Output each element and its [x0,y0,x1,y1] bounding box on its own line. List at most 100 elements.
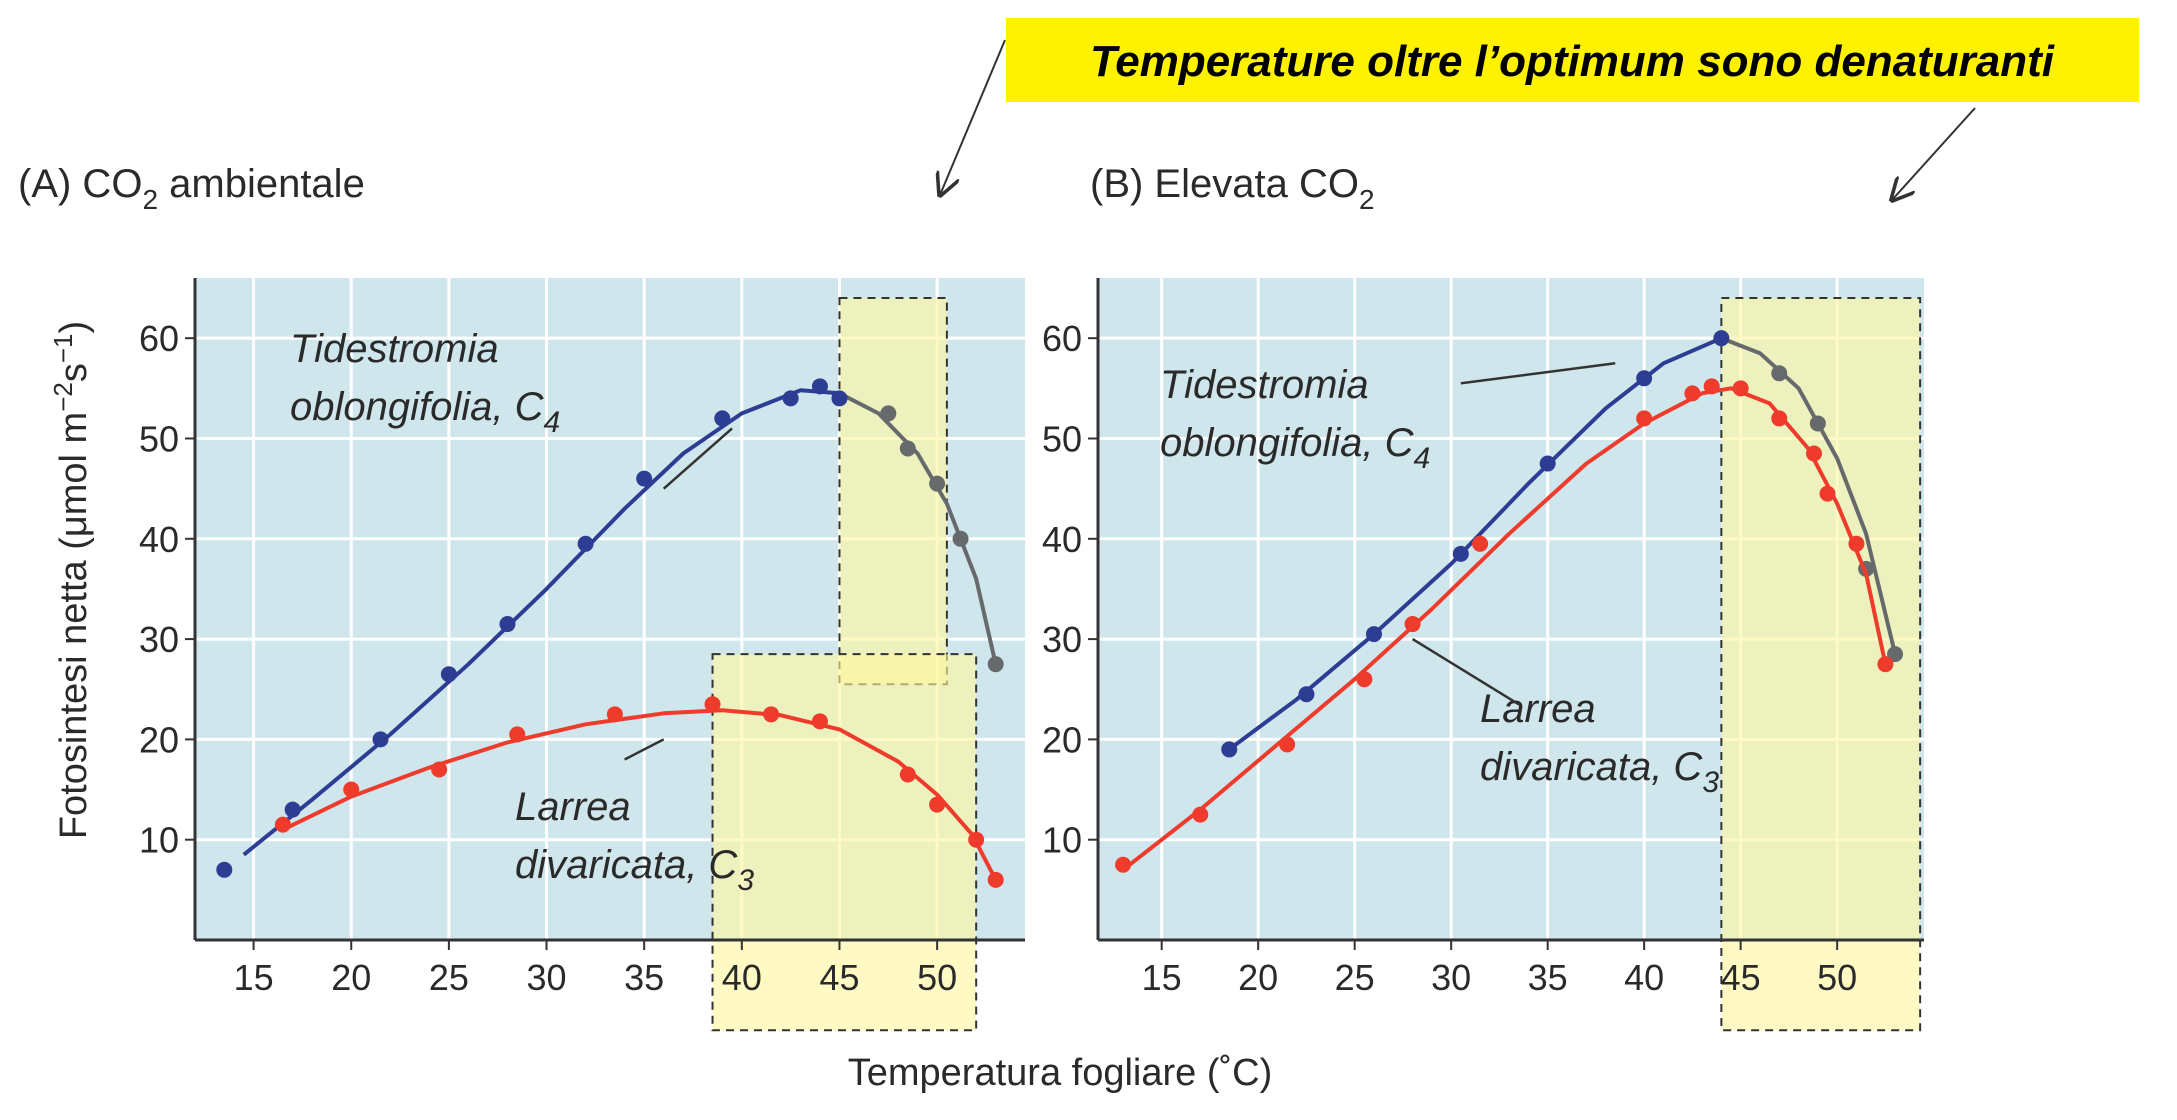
data-point [1684,385,1701,402]
data-point [811,713,828,730]
data-point [1356,671,1373,688]
data-point [440,666,457,683]
series-label-line1: Larrea [1480,687,1596,731]
data-point [284,801,301,818]
data-point [1809,415,1826,432]
data-point [1404,616,1421,633]
banner-background [1006,18,2139,102]
data-point [1221,741,1238,758]
x-tick-label: 40 [1624,957,1664,998]
highlight-region [838,297,948,686]
x-tick-label: 25 [429,957,469,998]
x-tick-label: 15 [234,957,274,998]
data-point [899,440,916,457]
series-label-line2: oblongifolia, C4 [290,385,560,439]
data-point [782,390,799,407]
data-point [499,616,516,633]
y-tick-label: 60 [1042,318,1082,359]
series-label-line2: divaricata, C3 [1480,745,1719,799]
y-tick-label: 60 [139,318,179,359]
data-point [1848,535,1865,552]
x-tick-label: 20 [331,957,371,998]
annotation-leader [624,738,665,761]
data-point [811,378,828,395]
x-tick-label: 40 [722,957,762,998]
data-point [1365,626,1382,643]
data-point [1298,686,1315,703]
y-tick-label: 30 [139,619,179,660]
data-point [1877,656,1894,673]
x-tick-label: 45 [1721,957,1761,998]
data-point [1636,370,1653,387]
data-point [431,761,448,778]
data-point [1192,806,1209,823]
x-tick-label: 35 [624,957,664,998]
x-tick-label: 15 [1142,957,1182,998]
y-tick-label: 20 [139,719,179,760]
data-point [1771,410,1788,427]
banner-text: Temperature oltre l’optimum sono denatur… [1090,37,2055,86]
data-point [929,796,946,813]
data-point [987,871,1004,888]
data-point [343,781,360,798]
data-point [509,726,526,743]
data-point [1887,646,1904,663]
x-tick-label: 30 [1431,957,1471,998]
x-tick-label: 35 [1528,957,1568,998]
y-axis-label: Fotosintesi netta (μmol m−2s−1) [48,321,95,839]
x-tick-label: 50 [917,957,957,998]
series-label-line2: oblongifolia, C4 [1160,421,1430,475]
data-point [704,696,721,713]
data-point [1636,410,1653,427]
data-point [1732,380,1749,397]
y-tick-label: 30 [1042,619,1082,660]
x-tick-label: 30 [527,957,567,998]
y-tick-label: 40 [139,519,179,560]
data-point [952,530,969,547]
highlight-region [711,653,978,1032]
data-point [636,470,653,487]
x-tick-label: 45 [819,957,859,998]
panel-a: 15 20 25 30 35 40 45 50 10 20 30 40 50 60 Tidestromia o… [139,278,1025,1032]
data-point [1539,455,1556,472]
data-point [274,816,291,833]
x-axis-label: Temperatura fogliare (˚C) [848,1052,1272,1094]
series-label-line2: divaricata, C3 [515,843,754,897]
data-point [1819,485,1836,502]
data-point [1713,330,1730,347]
panel-b-title: (B) Elevata CO2 [1090,162,1375,215]
y-tick-label: 20 [1042,719,1082,760]
data-point [929,475,946,492]
banner-arrow-a [940,39,1006,195]
series-label-line1: Tidestromia [290,327,499,371]
data-point [1703,378,1720,395]
y-tick-label: 50 [1042,418,1082,459]
y-tick-label: 10 [139,820,179,861]
data-point [216,861,233,878]
annotation-leader [1460,362,1616,385]
data-point [880,405,897,422]
data-point [577,535,594,552]
data-point [1452,545,1469,562]
banner-arrow-b [1892,107,1976,200]
data-point [372,731,389,748]
annotation-leader [662,427,733,490]
data-point [831,390,848,407]
y-tick-label: 40 [1042,519,1082,560]
panel-a-title: (A) CO2 ambientale [18,162,365,215]
data-point [1115,856,1132,873]
y-tick-label: 10 [1042,820,1082,861]
x-tick-label: 50 [1817,957,1857,998]
data-point [714,410,731,427]
series-label-line1: Larrea [515,785,631,829]
data-point [968,831,985,848]
series-line [282,708,998,881]
data-point [606,706,623,723]
x-tick-label: 25 [1335,957,1375,998]
series-label-line1: Tidestromia [1160,363,1369,407]
data-point [1805,445,1822,462]
y-tick-label: 50 [139,418,179,459]
x-tick-label: 20 [1238,957,1278,998]
data-point [1771,365,1788,382]
data-point [763,706,780,723]
